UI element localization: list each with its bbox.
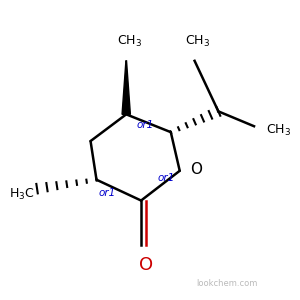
Text: CH$_3$: CH$_3$ [117,34,142,49]
Polygon shape [122,61,130,114]
Text: H$_3$C: H$_3$C [8,187,34,202]
Text: CH$_3$: CH$_3$ [185,34,210,49]
Text: or1: or1 [158,173,175,183]
Text: or1: or1 [137,120,154,130]
Text: O: O [140,256,154,274]
Text: CH$_3$: CH$_3$ [266,123,291,138]
Text: or1: or1 [98,188,116,198]
Text: O: O [190,162,202,177]
Text: lookchem.com: lookchem.com [196,279,258,288]
